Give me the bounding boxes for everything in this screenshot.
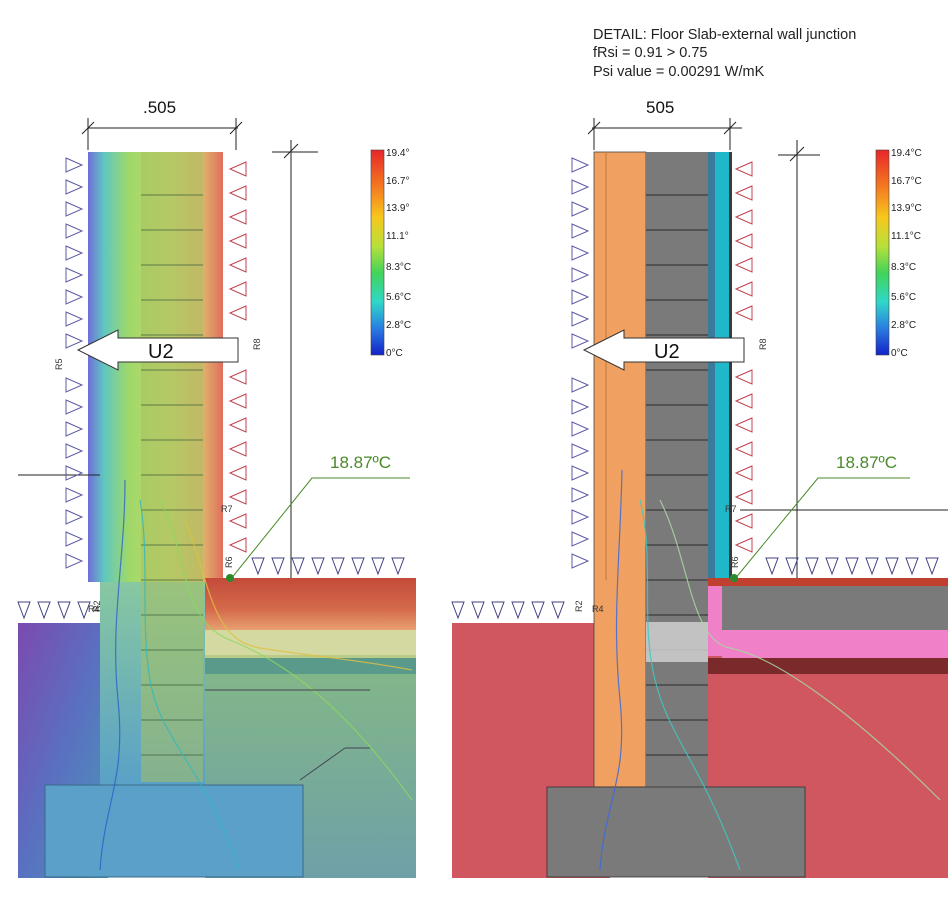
right-screed-edge xyxy=(708,578,948,586)
left-interior-boundary-markers xyxy=(228,161,247,553)
left-critical-point xyxy=(226,574,234,582)
left-r6-label: R6 xyxy=(224,556,234,568)
left-dimension-label: .505 xyxy=(143,98,176,117)
right-footing xyxy=(546,786,806,878)
frsi-value: fRsi = 0.91 > 0.75 xyxy=(593,45,708,61)
right-insulation xyxy=(715,152,729,584)
right-slab-base xyxy=(708,658,948,674)
right-legend-label: 19.4°C xyxy=(891,148,922,159)
left-thermal-panel: .505 xyxy=(17,98,416,878)
right-perimeter-insulation xyxy=(708,586,722,656)
right-material-panel: 505 xyxy=(451,98,948,878)
left-footing xyxy=(44,784,304,878)
right-outer-leaf xyxy=(593,151,647,788)
left-floor-slab xyxy=(205,578,416,630)
right-surface-temperature: 18.87ºC xyxy=(836,453,897,472)
left-r7-label: R7 xyxy=(221,504,233,514)
right-slab-insulation xyxy=(722,630,948,658)
left-r2-label: R2 xyxy=(92,600,102,612)
left-block-courses xyxy=(141,194,203,756)
right-exterior-boundary-markers xyxy=(571,157,590,569)
right-dimension-label: 505 xyxy=(646,98,674,117)
right-legend-label: 0°C xyxy=(891,348,908,359)
right-temperature-leader xyxy=(733,477,910,581)
right-legend-label: 2.8°C xyxy=(891,320,916,331)
right-legend-label: 5.6°C xyxy=(891,292,916,303)
right-floor-slab xyxy=(722,586,948,630)
left-legend-label: 5.6°C xyxy=(386,292,411,303)
right-legend-label: 13.9°C xyxy=(891,203,922,214)
right-r2-label: R2 xyxy=(574,600,584,612)
left-legend-label: 2.8°C xyxy=(386,320,411,331)
left-legend-label: 13.9° xyxy=(386,203,409,214)
right-legend-label: 16.7°C xyxy=(891,176,922,187)
right-block-core xyxy=(646,152,708,787)
left-r8-label: R8 xyxy=(252,338,262,350)
right-r8-label: R8 xyxy=(758,338,768,350)
left-temperature-leader xyxy=(229,477,410,581)
left-legend-label: 11.1° xyxy=(386,231,409,242)
right-isotherms xyxy=(599,469,941,871)
detail-title: DETAIL: Floor Slab-external wall junctio… xyxy=(593,27,857,43)
psi-value: Psi value = 0.00291 W/mK xyxy=(593,64,765,80)
right-legend-label: 8.3°C xyxy=(891,262,916,273)
left-r4-label: R4 xyxy=(88,604,100,614)
right-slab-boundary-markers xyxy=(451,557,939,620)
left-legend-label: 0°C xyxy=(386,348,403,359)
left-block-core xyxy=(141,152,203,782)
right-legend-label: 11.1°C xyxy=(891,231,921,242)
right-arrow-label: U2 xyxy=(654,341,680,363)
left-heat-flow-arrow xyxy=(76,329,239,371)
right-temperature-legend-bar xyxy=(875,149,890,356)
left-r5-label: R5 xyxy=(54,358,64,370)
right-interior-boundary-markers xyxy=(734,161,753,553)
left-legend-label: 8.3°C xyxy=(386,262,411,273)
left-slab-base xyxy=(205,658,416,674)
right-cavity xyxy=(708,152,715,584)
right-r7-label: R7 xyxy=(725,504,737,514)
left-leader-line-2 xyxy=(299,747,346,781)
right-heat-flow-arrow xyxy=(582,329,745,371)
left-legend-label: 19.4° xyxy=(386,148,409,159)
right-dpc-block xyxy=(646,622,708,662)
right-plaster xyxy=(729,152,732,584)
right-r6-label: R6 xyxy=(730,556,740,568)
left-exterior-boundary-markers xyxy=(65,157,84,569)
left-legend-label: 16.7° xyxy=(386,176,409,187)
left-temperature-legend-bar xyxy=(370,149,385,356)
right-critical-point xyxy=(730,574,738,582)
left-slab-insulation xyxy=(205,630,416,658)
right-r4-label: R4 xyxy=(592,604,604,614)
left-surface-temperature: 18.87ºC xyxy=(330,453,391,472)
left-isotherms xyxy=(99,479,413,871)
left-arrow-label: U2 xyxy=(148,341,174,363)
left-slab-boundary-markers xyxy=(17,557,405,620)
